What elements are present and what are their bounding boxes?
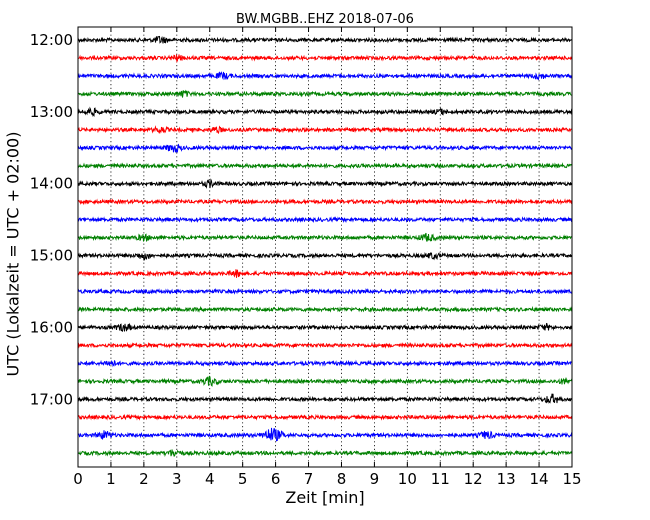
y-tick-label: 16:00 [30, 318, 73, 336]
x-tick-label: 4 [205, 470, 215, 488]
x-axis: 0 1 2 3 4 5 6 7 8 9 10 11 12 13 14 15 [73, 27, 582, 488]
trace-1715 [77, 413, 573, 421]
x-tick-label: 0 [73, 470, 83, 488]
trace-1300 [77, 106, 573, 118]
trace-1245 [77, 89, 573, 98]
trace-1400 [77, 178, 573, 189]
x-tick-label: 15 [562, 470, 581, 488]
x-tick-label: 9 [370, 470, 380, 488]
y-tick-label: 13:00 [30, 103, 73, 121]
chart-title: BW.MGBB..EHZ 2018-07-06 [236, 12, 414, 27]
x-tick-label: 11 [431, 470, 450, 488]
vertical-grid [110, 27, 540, 467]
trace-1600 [77, 322, 573, 332]
trace-lines [77, 35, 573, 458]
x-tick-label: 5 [238, 470, 248, 488]
y-tick-label: 12:00 [30, 31, 73, 49]
trace-1315 [77, 125, 573, 135]
x-tick-label: 14 [530, 470, 549, 488]
trace-1700 [77, 393, 573, 404]
trace-1230 [77, 71, 573, 81]
trace-1545 [77, 305, 573, 313]
trace-1330 [77, 143, 573, 154]
trace-1445 [77, 232, 573, 242]
trace-1430 [77, 216, 573, 224]
plot-frame [77, 26, 573, 468]
x-tick-label: 3 [172, 470, 182, 488]
trace-1200 [77, 35, 573, 44]
trace-1645 [77, 375, 573, 387]
x-tick-label: 1 [106, 470, 116, 488]
x-tick-label: 10 [398, 470, 417, 488]
y-tick-label: 15:00 [30, 247, 73, 265]
y-axis: 12:00 13:00 14:00 15:00 16:00 17:00 [30, 31, 572, 408]
x-tick-label: 13 [497, 470, 516, 488]
trace-1630 [77, 359, 573, 368]
x-tick-label: 7 [304, 470, 314, 488]
trace-1515 [77, 269, 573, 278]
trace-1530 [77, 287, 573, 295]
y-tick-label: 14:00 [30, 175, 73, 193]
x-tick-label: 6 [271, 470, 281, 488]
x-tick-label: 8 [337, 470, 347, 488]
x-axis-label: Zeit [min] [285, 488, 365, 507]
trace-1745 [77, 449, 573, 458]
y-axis-label: UTC (Lokalzeit = UTC + 02:00) [3, 131, 23, 377]
trace-1345 [77, 162, 573, 170]
trace-1500 [77, 251, 573, 261]
trace-1215 [77, 54, 573, 64]
trace-1615 [77, 341, 573, 349]
trace-1730 [77, 427, 573, 442]
trace-1415 [77, 198, 573, 206]
x-tick-label: 12 [464, 470, 483, 488]
y-tick-label: 17:00 [30, 390, 73, 408]
x-tick-label: 2 [139, 470, 149, 488]
